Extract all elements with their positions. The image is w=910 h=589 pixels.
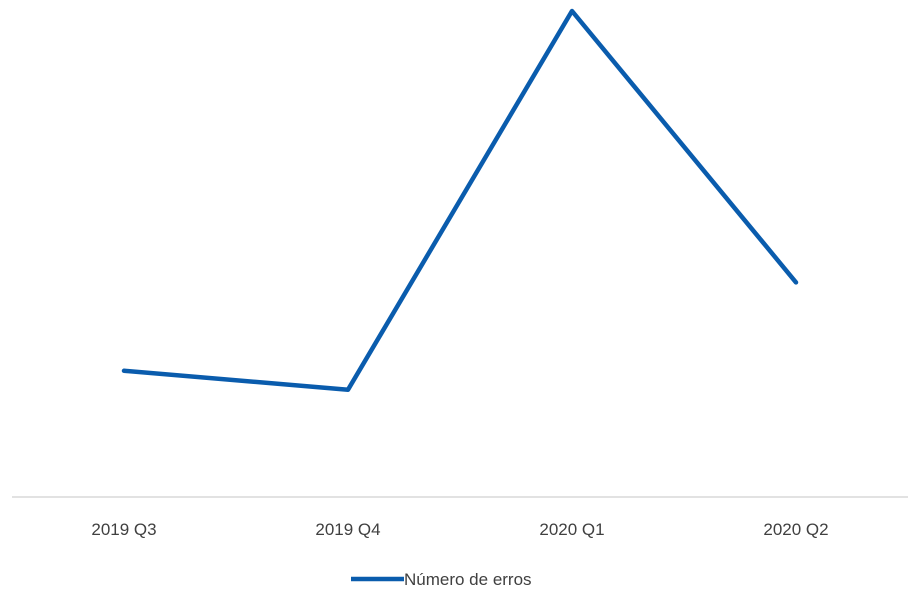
x-tick-label: 2020 Q1 [539, 520, 604, 539]
x-tick-label: 2020 Q2 [763, 520, 828, 539]
x-tick-label: 2019 Q4 [315, 520, 380, 539]
x-tick-labels: 2019 Q3 2019 Q4 2020 Q1 2020 Q2 [91, 520, 828, 539]
series-line [124, 11, 796, 390]
x-tick-label: 2019 Q3 [91, 520, 156, 539]
legend-label: Número de erros [404, 570, 532, 589]
series-group [124, 11, 796, 390]
legend: Número de erros [351, 570, 532, 589]
